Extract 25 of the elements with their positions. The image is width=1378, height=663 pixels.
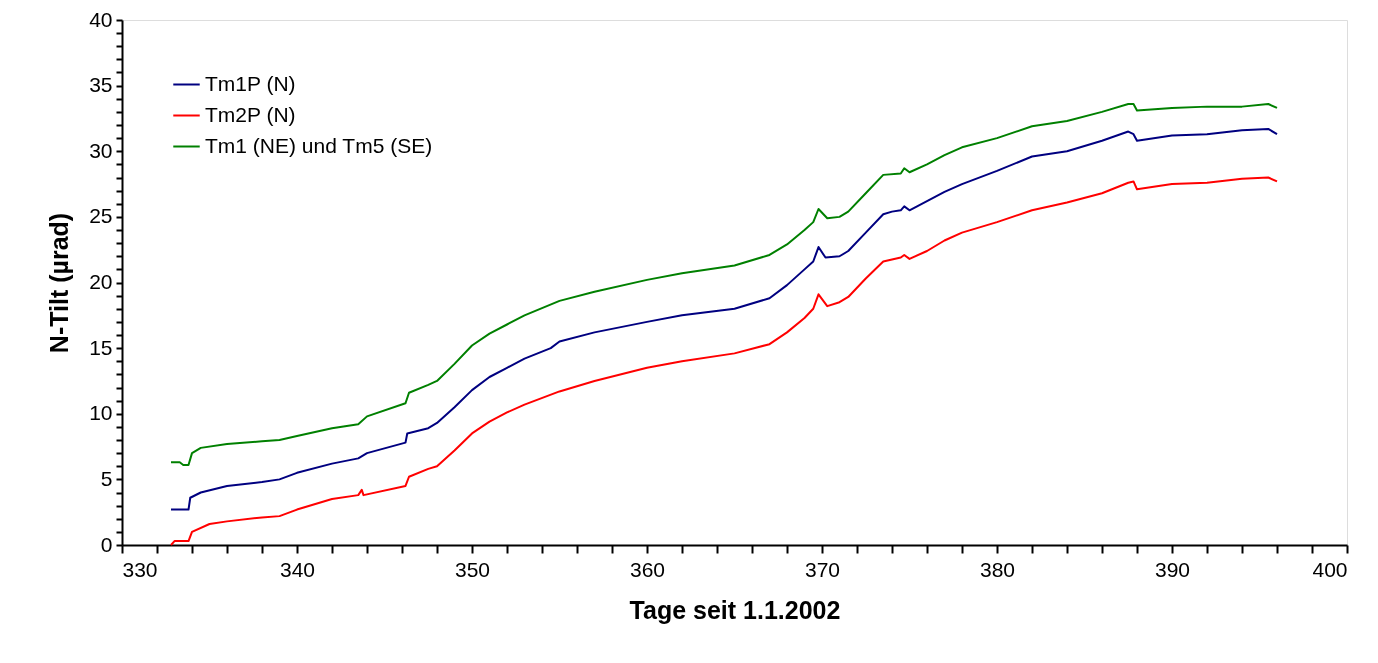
y-tick-label: 40 [89,7,113,31]
x-tick-label: 370 [804,557,841,581]
x-tick-label: 330 [122,557,158,581]
y-tick-label: 10 [89,401,113,425]
y-tick-label: 30 [89,138,113,162]
y-tick-label: 0 [100,532,113,556]
x-tick-label: 350 [454,557,491,581]
x-tick-label: 400 [1312,557,1348,581]
y-axis-title: N-Tilt (µrad) [45,212,74,354]
x-axis-title: Tage seit 1.1.2002 [629,595,841,624]
x-tick-label: 390 [1154,557,1191,581]
line-series [170,127,1278,511]
line-series [170,103,1278,466]
x-tick-label: 380 [979,557,1016,581]
y-tick-label: 25 [89,204,113,228]
y-tick-label: 15 [89,335,113,359]
y-tick-label: 35 [89,73,113,97]
legend-label: Tm1P (N) [205,71,296,95]
y-tick-label: 20 [89,270,113,293]
y-tick-label: 5 [100,466,113,490]
x-tick-label: 360 [629,557,666,581]
legend-label: Tm1 (NE) und Tm5 (SE) [205,133,433,157]
x-tick-label: 340 [279,557,316,581]
line-series [170,176,1278,546]
legend-label: Tm2P (N) [205,102,296,126]
